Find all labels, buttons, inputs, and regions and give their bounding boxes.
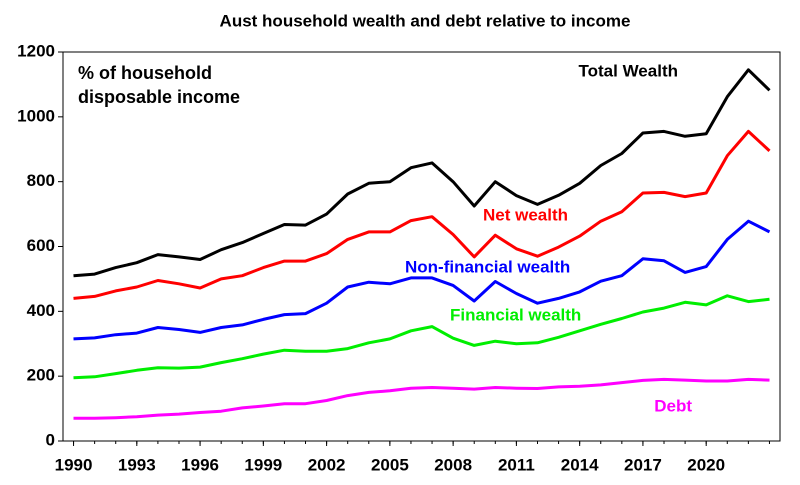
series-label: Financial wealth [450,305,581,324]
x-tick-label: 2008 [434,455,472,474]
plot-frame [62,51,781,442]
series-line [73,68,771,278]
x-tick-label: 1999 [244,455,282,474]
x-tick-label: 2005 [371,455,409,474]
y-tick-label: 1000 [17,106,55,125]
x-tick-label: 1996 [181,455,219,474]
y-tick-label: 400 [27,301,55,320]
x-tick-label: 2020 [687,455,725,474]
series-label: Non-financial wealth [405,257,570,276]
y-tick-label: 0 [46,430,55,449]
y-tick-label: 1200 [17,41,55,60]
x-tick-label: 2011 [498,455,535,474]
x-tick-label: 2014 [561,455,599,474]
x-tick-label: 2002 [308,455,346,474]
x-tick-label: 1990 [55,455,93,474]
series-label: Debt [654,396,692,415]
series-line [73,377,770,420]
y-tick-label: 800 [27,171,55,190]
series-label: Total Wealth [579,61,679,80]
chart-title: Aust household wealth and debt relative … [220,11,631,30]
series-line [73,129,771,300]
y-tick-label: 600 [27,236,55,255]
y-tick-label: 200 [27,366,55,385]
series-line [73,219,771,341]
series-label: Net wealth [483,205,568,224]
annotation: disposable income [78,87,240,107]
x-tick-label: 1993 [118,455,156,474]
annotation: % of household [78,63,212,83]
series-line [73,294,770,380]
x-tick-label: 2017 [624,455,662,474]
